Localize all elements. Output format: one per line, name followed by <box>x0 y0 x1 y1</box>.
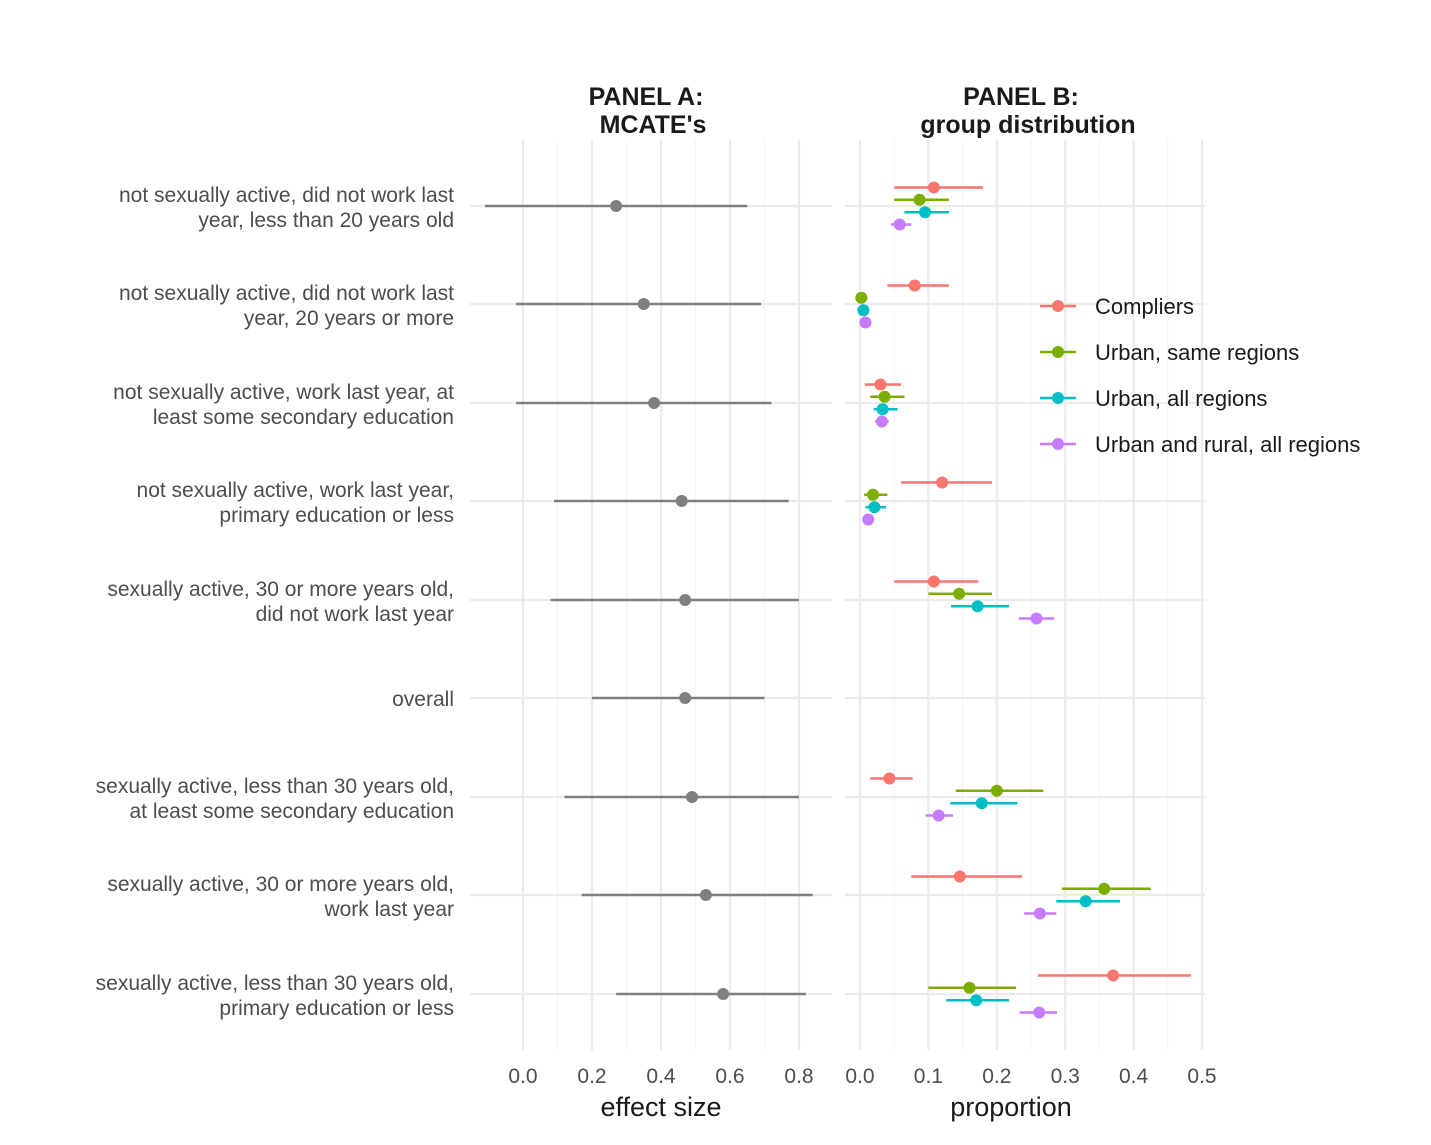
y-category-label: did not work last year <box>256 603 454 626</box>
y-category-label: not sexually active, did not work last <box>119 282 454 305</box>
panel-b-x-tick-label: 0.0 <box>845 1065 874 1088</box>
panel-a-x-tick-label: 0.6 <box>715 1065 744 1088</box>
panel-b-point <box>855 291 868 304</box>
panel-b-x-tick-label: 0.3 <box>1051 1065 1080 1088</box>
panel-b-point <box>862 513 875 526</box>
legend: Compliers Urban, same regions Urban, all r… <box>1040 294 1360 457</box>
panel-b-point <box>876 403 889 416</box>
panel-a-x-axis-title: effect size <box>600 1092 721 1122</box>
panel-b-point <box>1033 907 1046 920</box>
y-category-label: not sexually active, work last year, at <box>113 381 454 404</box>
panel-b-point <box>883 772 896 785</box>
y-category-label: primary education or less <box>219 997 454 1020</box>
panel-b-point <box>857 304 870 317</box>
panel-a-point <box>679 692 692 704</box>
panel-b-point <box>908 279 921 292</box>
legend-label: Urban, all regions <box>1095 386 1267 411</box>
panel-b-point <box>971 600 984 613</box>
panel-a-x-tick-label: 0.8 <box>784 1065 813 1088</box>
y-category-label: sexually active, 30 or more years old, <box>107 578 454 601</box>
panel-b-marks <box>855 181 1192 1019</box>
panel-a-point <box>717 988 730 1000</box>
panel-a-x-tick-label: 0.0 <box>508 1065 537 1088</box>
panel-b-point <box>927 181 940 194</box>
legend-item: Urban, all regions <box>1040 386 1267 411</box>
panel-a-point <box>699 889 712 901</box>
panel-b-point <box>866 488 879 501</box>
panel-b-point <box>913 193 926 206</box>
panel-a-title-line-1: PANEL A: <box>589 83 704 111</box>
panel-b-point <box>918 206 931 219</box>
panel-b-point <box>953 587 966 600</box>
panel-b-point <box>1107 969 1120 982</box>
panel-a-point <box>637 298 650 310</box>
panel-b-point <box>875 415 888 428</box>
panel-b-point <box>874 378 887 391</box>
panel-b-x-tick-label: 0.1 <box>914 1065 943 1088</box>
panel-b-point <box>1098 882 1111 895</box>
panel-b-point <box>975 797 988 810</box>
panel-b-x-ticks: 0.0 0.1 0.2 0.3 0.4 0.5 <box>845 1065 1216 1088</box>
y-category-label: not sexually active, did not work last <box>119 184 454 207</box>
y-category-label: overall <box>392 688 454 711</box>
y-category-label: work last year <box>323 898 454 921</box>
y-category-label: at least some secondary education <box>129 800 454 823</box>
panel-b-point <box>927 575 940 588</box>
y-category-label: sexually active, less than 30 years old, <box>96 775 454 798</box>
panel-b-x-tick-label: 0.2 <box>982 1065 1011 1088</box>
y-category-label: year, less than 20 years old <box>198 209 454 232</box>
panel-a-x-tick-label: 0.4 <box>646 1065 676 1088</box>
panel-a-title-line-2: MCATE's <box>600 111 707 139</box>
panel-b-point <box>932 809 945 822</box>
legend-key-point <box>1052 438 1064 450</box>
legend-item: Urban and rural, all regions <box>1040 432 1360 457</box>
legend-item: Compliers <box>1040 294 1194 319</box>
legend-label: Urban, same regions <box>1095 340 1299 365</box>
panel-b-point <box>878 390 891 403</box>
panel-b-point <box>990 784 1003 797</box>
panel-a-x-tick-label: 0.2 <box>577 1065 606 1088</box>
panel-b-point <box>953 870 966 883</box>
y-category-label: sexually active, 30 or more years old, <box>107 873 454 896</box>
legend-item: Urban, same regions <box>1040 340 1299 365</box>
legend-label: Urban and rural, all regions <box>1095 432 1360 457</box>
y-category-label: sexually active, less than 30 years old, <box>96 972 454 995</box>
panel-b-point <box>963 981 976 994</box>
panel-a-point <box>610 200 623 212</box>
y-category-label: year, 20 years or more <box>244 307 454 330</box>
panel-b-x-tick-label: 0.4 <box>1119 1065 1149 1088</box>
legend-key-point <box>1052 392 1064 404</box>
panel-b-point <box>1033 1006 1046 1019</box>
legend-key-point <box>1052 346 1064 358</box>
panel-a-point <box>679 594 692 606</box>
panel-b-point <box>868 501 881 514</box>
legend-key-point <box>1052 300 1064 312</box>
panel-a-point <box>675 495 688 507</box>
panel-a-point <box>648 397 661 409</box>
panel-b-title-line-1: PANEL B: <box>963 83 1079 111</box>
panel-a-marks <box>485 200 813 1000</box>
panel-b-point <box>893 218 906 231</box>
panel-b-x-axis-title: proportion <box>950 1092 1072 1122</box>
panel-a-x-ticks: 0.0 0.2 0.4 0.6 0.8 <box>508 1065 813 1088</box>
panel-b-point <box>859 316 872 329</box>
y-category-label: primary education or less <box>219 504 454 527</box>
panel-b-point <box>936 476 949 489</box>
panel-b-point <box>1030 612 1043 625</box>
panel-b-x-tick-label: 0.5 <box>1187 1065 1216 1088</box>
y-category-label: least some secondary education <box>153 406 454 429</box>
legend-label: Compliers <box>1095 294 1194 319</box>
panel-b-point <box>1079 895 1092 908</box>
panel-a-point <box>686 791 699 803</box>
panel-b-point <box>970 994 983 1007</box>
y-axis-category-labels: not sexually active, did not work lastye… <box>96 184 455 1020</box>
y-category-label: not sexually active, work last year, <box>137 479 454 502</box>
panel-b-title-line-2: group distribution <box>920 111 1135 139</box>
